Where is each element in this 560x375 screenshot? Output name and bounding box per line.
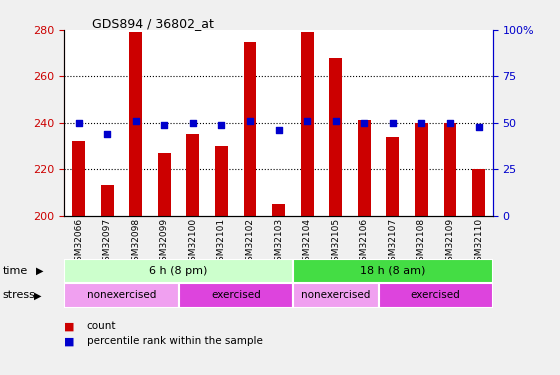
Point — [217, 122, 226, 128]
Point — [245, 118, 254, 124]
Text: time: time — [3, 266, 28, 276]
Bar — [379, 283, 493, 308]
Text: GSM32103: GSM32103 — [274, 218, 283, 267]
Text: GSM32099: GSM32099 — [160, 218, 169, 267]
Bar — [358, 120, 371, 216]
Text: GSM32102: GSM32102 — [245, 218, 255, 267]
Text: GSM32101: GSM32101 — [217, 218, 226, 267]
Bar — [293, 283, 379, 308]
Point — [417, 120, 426, 126]
Point — [131, 118, 140, 124]
Bar — [415, 123, 428, 216]
Bar — [186, 134, 199, 216]
Point — [103, 131, 112, 137]
Bar — [329, 58, 342, 216]
Text: stress: stress — [3, 290, 36, 300]
Text: GSM32108: GSM32108 — [417, 218, 426, 267]
Text: GSM32107: GSM32107 — [388, 218, 398, 267]
Bar — [444, 123, 456, 216]
Text: GSM32106: GSM32106 — [360, 218, 369, 267]
Text: GDS894 / 36802_at: GDS894 / 36802_at — [92, 17, 214, 30]
Bar — [158, 153, 171, 216]
Text: GSM32109: GSM32109 — [445, 218, 455, 267]
Bar — [244, 42, 256, 216]
Point — [74, 120, 83, 126]
Bar — [101, 186, 114, 216]
Text: GSM32110: GSM32110 — [474, 218, 483, 267]
Bar — [64, 283, 179, 308]
Point — [331, 118, 340, 124]
Text: GSM32104: GSM32104 — [302, 218, 312, 267]
Text: 18 h (8 am): 18 h (8 am) — [360, 266, 426, 276]
Point — [474, 123, 483, 129]
Text: GSM32066: GSM32066 — [74, 218, 83, 267]
Text: nonexercised: nonexercised — [301, 290, 370, 300]
Bar — [301, 32, 314, 216]
Text: count: count — [87, 321, 116, 331]
Bar — [215, 146, 228, 216]
Point — [188, 120, 198, 126]
Text: exercised: exercised — [211, 290, 260, 300]
Text: exercised: exercised — [411, 290, 460, 300]
Bar — [472, 169, 485, 216]
Point — [302, 118, 311, 124]
Text: percentile rank within the sample: percentile rank within the sample — [87, 336, 263, 346]
Text: GSM32105: GSM32105 — [331, 218, 340, 267]
Point — [274, 127, 283, 133]
Text: ▶: ▶ — [34, 290, 41, 300]
Point — [446, 120, 455, 126]
Text: GSM32097: GSM32097 — [102, 218, 112, 267]
Text: ▶: ▶ — [36, 266, 44, 276]
Text: ■: ■ — [64, 321, 75, 331]
Text: GSM32100: GSM32100 — [188, 218, 198, 267]
Bar — [64, 259, 293, 283]
Bar — [129, 32, 142, 216]
Text: nonexercised: nonexercised — [87, 290, 156, 300]
Point — [388, 120, 397, 126]
Point — [160, 122, 169, 128]
Text: GSM32098: GSM32098 — [131, 218, 141, 267]
Bar — [72, 141, 85, 216]
Text: 6 h (8 pm): 6 h (8 pm) — [150, 266, 208, 276]
Bar — [386, 137, 399, 216]
Bar — [179, 283, 293, 308]
Bar — [272, 204, 285, 216]
Point — [360, 120, 368, 126]
Bar — [293, 259, 493, 283]
Text: ■: ■ — [64, 336, 75, 346]
